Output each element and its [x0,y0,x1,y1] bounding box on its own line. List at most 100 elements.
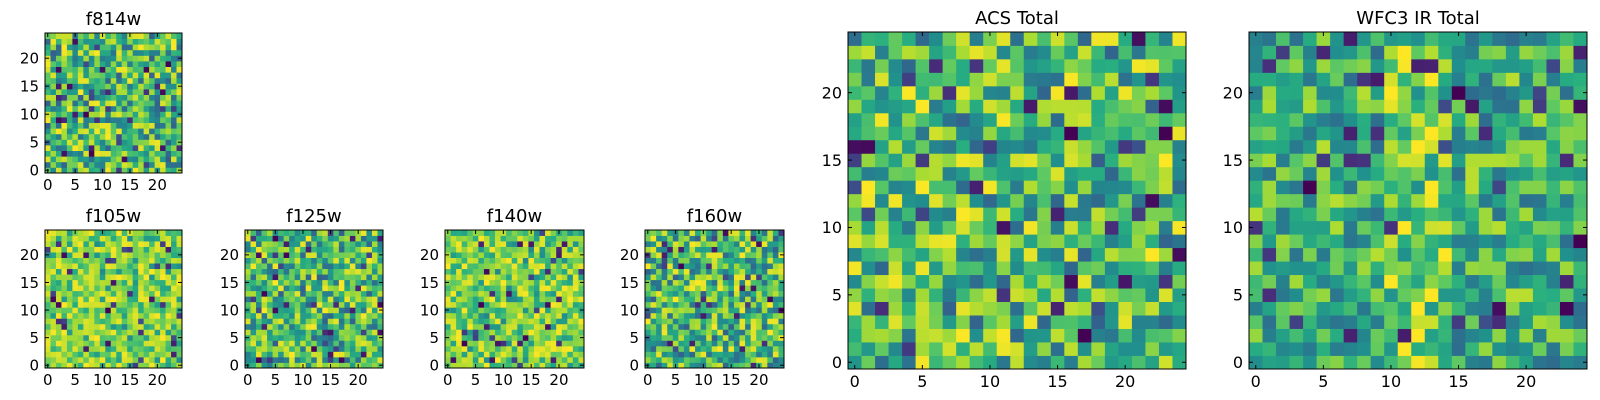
heatmap-cell [143,66,150,73]
heatmap-cell [132,362,139,369]
heatmap-cell [105,312,112,319]
heatmap-cell [366,279,373,286]
heatmap-cell [1559,85,1574,100]
heatmap-cell [1559,72,1574,87]
heatmap-cell [533,356,540,363]
heatmap-cell [500,274,507,281]
heatmap-cell [942,315,957,329]
heatmap-cell [533,312,540,319]
heatmap-cell [645,268,651,275]
heatmap-cell [1091,72,1106,87]
heatmap-cell [77,257,84,264]
heatmap-cell [1118,207,1133,222]
heatmap-cell [116,285,123,292]
heatmap-cell [45,345,51,352]
heatmap-cell [1451,261,1466,276]
heatmap-cell [83,61,90,67]
heatmap-cell [132,49,139,56]
heatmap-cell [88,156,95,163]
heatmap-cell [127,340,134,347]
heatmap-cell [165,362,172,369]
heatmap-cell [110,150,117,157]
heatmap-cell [256,235,262,242]
heatmap-cell [45,77,51,84]
heatmap-cell [1424,180,1439,195]
heatmap-cell [733,340,740,347]
heatmap-cell [1064,247,1079,262]
heatmap-cell [245,263,251,270]
heatmap-cell [61,38,68,45]
heatmap-cell [1064,126,1079,141]
x-tick-label: 10 [1381,372,1401,391]
heatmap-cell [77,83,84,90]
heatmap-cell [105,301,112,308]
heatmap-cell [160,167,166,174]
heatmap-cell [366,345,373,352]
heatmap-cell [1303,58,1317,73]
heatmap-cell [661,362,668,369]
heatmap-cell [756,312,763,319]
heatmap-cell [456,351,463,358]
heatmap-cell [1465,315,1480,329]
heatmap-cell [300,241,307,247]
heatmap-cell [728,340,735,347]
heatmap-cell [149,257,155,264]
heatmap-cell [99,263,106,270]
heatmap-cell [1104,355,1119,370]
heatmap-cell [1104,328,1119,343]
heatmap-cell [283,323,290,330]
heatmap-cell [545,323,552,330]
heatmap-cell [572,362,579,369]
heatmap-cell [121,340,128,347]
heatmap-cell [110,263,117,270]
heatmap-cell [338,345,345,352]
heatmap-cell [1010,72,1025,87]
heatmap-cell [1316,328,1331,343]
heatmap-cell [55,285,62,292]
heatmap-cell [956,315,971,329]
heatmap-cell [83,263,90,270]
heatmap-cell [750,241,757,247]
heatmap-cell [1172,234,1187,249]
heatmap-cell [1370,126,1385,141]
heatmap-cell [1316,247,1331,262]
heatmap-cell [996,355,1011,370]
heatmap-cell [1343,301,1358,316]
heatmap-cell [1492,58,1507,73]
heatmap-cell [94,49,101,56]
heatmap-cell [278,230,285,236]
heatmap-cell [739,285,746,292]
heatmap-cell [143,257,150,264]
heatmap-cell [127,274,134,281]
heatmap-cell [902,207,916,222]
heatmap-cell [105,257,112,264]
heatmap-cell [1397,342,1412,356]
heatmap-cell [132,55,139,62]
heatmap-cell [667,257,674,264]
heatmap-cell [165,268,172,275]
heatmap-cell [77,301,84,308]
heatmap-cell [969,207,984,222]
heatmap-cell [667,235,674,242]
heatmap-cell [1050,166,1065,181]
heatmap-cell [550,301,557,308]
heatmap-cell [1118,355,1133,370]
heatmap-cell [1249,288,1263,302]
heatmap-cell [171,161,177,168]
heatmap-cell [171,83,177,90]
heatmap-cell [311,263,318,270]
heatmap-cell [1262,153,1277,168]
panel-title: WFC3 IR Total [1356,8,1479,29]
heatmap-cell [511,351,518,358]
heatmap-cell [121,44,128,51]
heatmap-cell [1145,315,1160,329]
heatmap-cell [1262,234,1277,249]
heatmap-cell [1023,58,1038,73]
heatmap-cell [165,38,172,45]
heatmap-cell [83,301,90,308]
heatmap-cell [1451,166,1466,181]
heatmap-cell [700,351,707,358]
heatmap-cell [138,362,145,369]
heatmap-cell [902,342,916,356]
heatmap-cell [99,301,106,308]
